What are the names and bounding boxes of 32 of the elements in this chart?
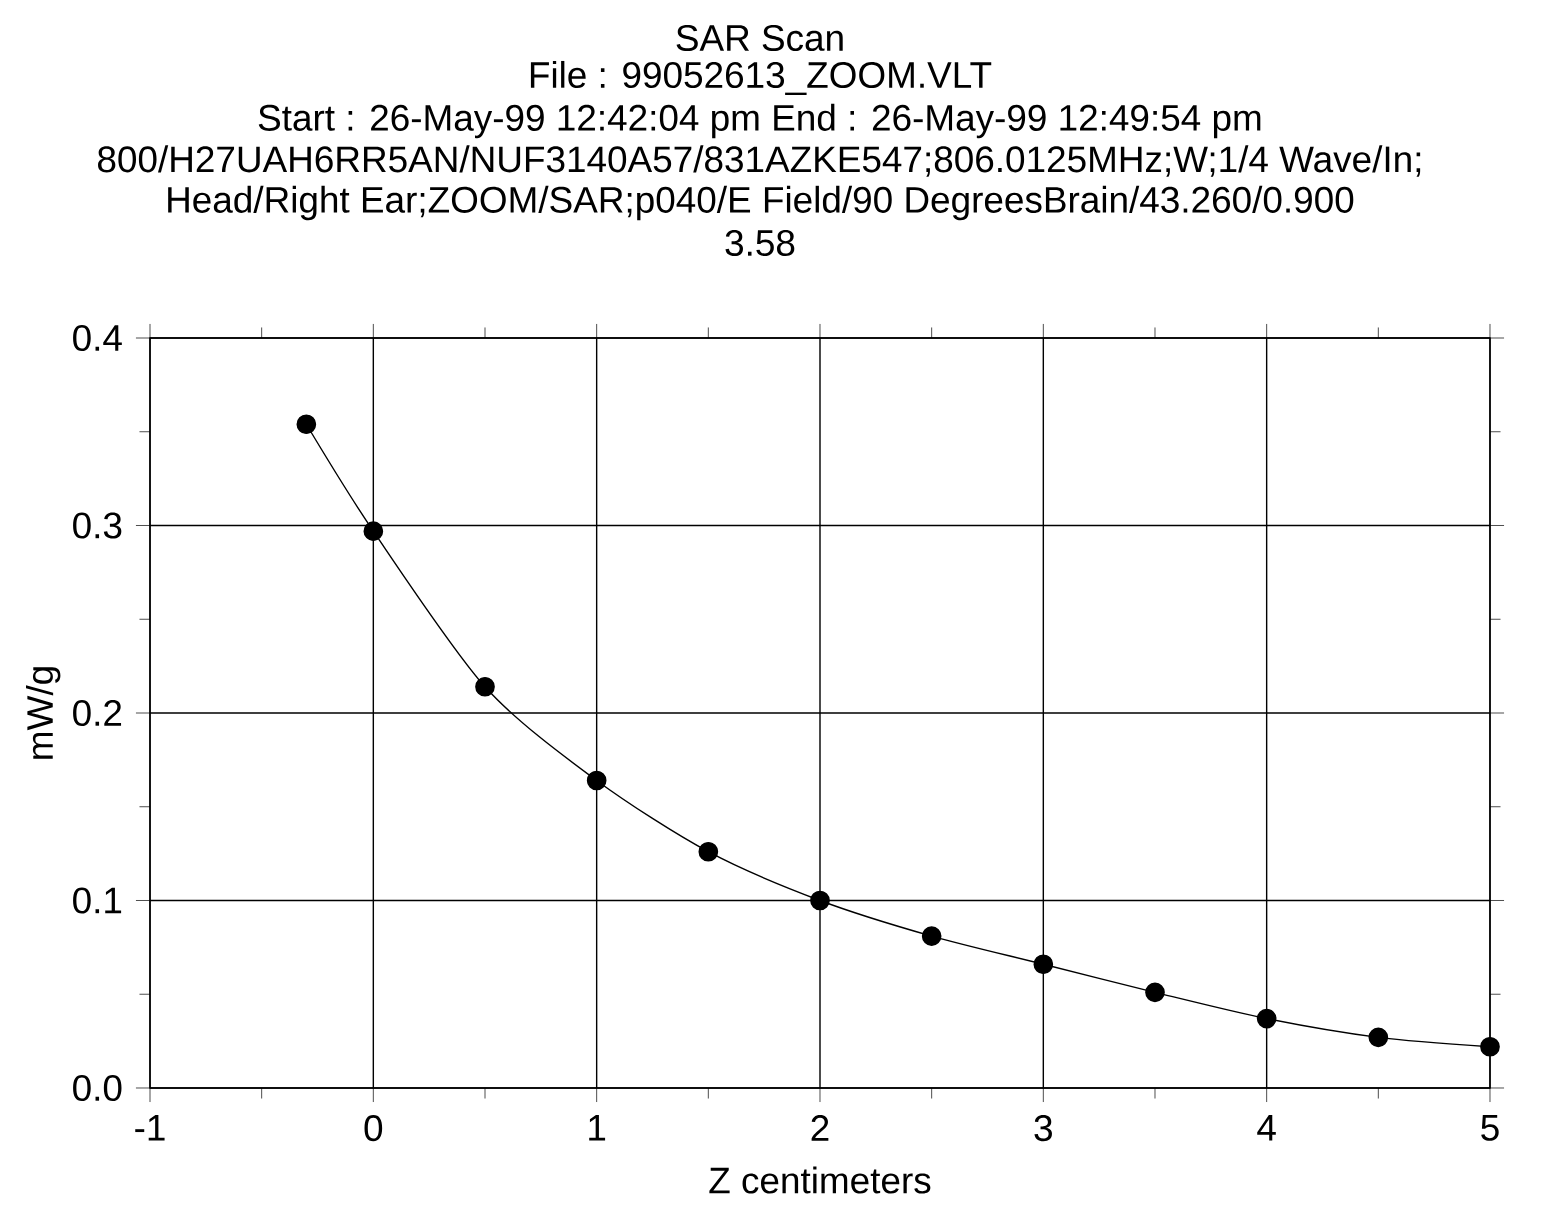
point	[1145, 982, 1165, 1003]
y-tick-label: 0.1	[73, 887, 122, 914]
point	[921, 926, 942, 946]
x-axis-title: Z centimeters	[709, 1166, 931, 1194]
x-tick-label: 4	[1257, 1115, 1276, 1141]
y-tick-label: 0.0	[73, 1074, 122, 1102]
point	[363, 521, 384, 541]
point	[1480, 1036, 1500, 1057]
point	[698, 841, 719, 862]
y-tick-label: 0.3	[73, 512, 122, 539]
x-tick-label: 0	[364, 1115, 383, 1142]
x-tick-label: 1	[589, 1115, 606, 1141]
chart-title: SAR Scan	[676, 24, 843, 52]
text: Head/Right Ear;ZOOM/SAR;p040/E Field/90 DegreesBrain/43.260/0.900	[168, 185, 1354, 221]
point	[1368, 1027, 1389, 1048]
point	[296, 414, 317, 435]
x-tick-label: -1	[135, 1115, 165, 1141]
chart-subtitle: File : 99052613_ZOOM.VLT	[530, 60, 992, 96]
text: 3.58	[725, 229, 795, 257]
text: 800/H27UAH6RR5AN/NUF3140A57/831AZKE547;806.0125MHz;W;1/4 Wave/In;	[98, 145, 1421, 177]
point	[475, 676, 495, 697]
y-tick-label: 0.4	[73, 324, 122, 352]
text: Start : 26-May-99 12:42:04 pm End : 26-May-99 12:49:54 pm	[258, 103, 1261, 139]
y-tick-label: 0.2	[73, 699, 122, 727]
y-axis-title: mW/g	[26, 667, 61, 759]
x-tick-label: 2	[811, 1115, 829, 1141]
point	[1033, 954, 1054, 975]
x-tick-label: 5	[1481, 1115, 1499, 1141]
point	[586, 770, 607, 791]
point	[810, 890, 830, 911]
x-tick-label: 3	[1034, 1115, 1052, 1142]
point	[1256, 1008, 1277, 1029]
